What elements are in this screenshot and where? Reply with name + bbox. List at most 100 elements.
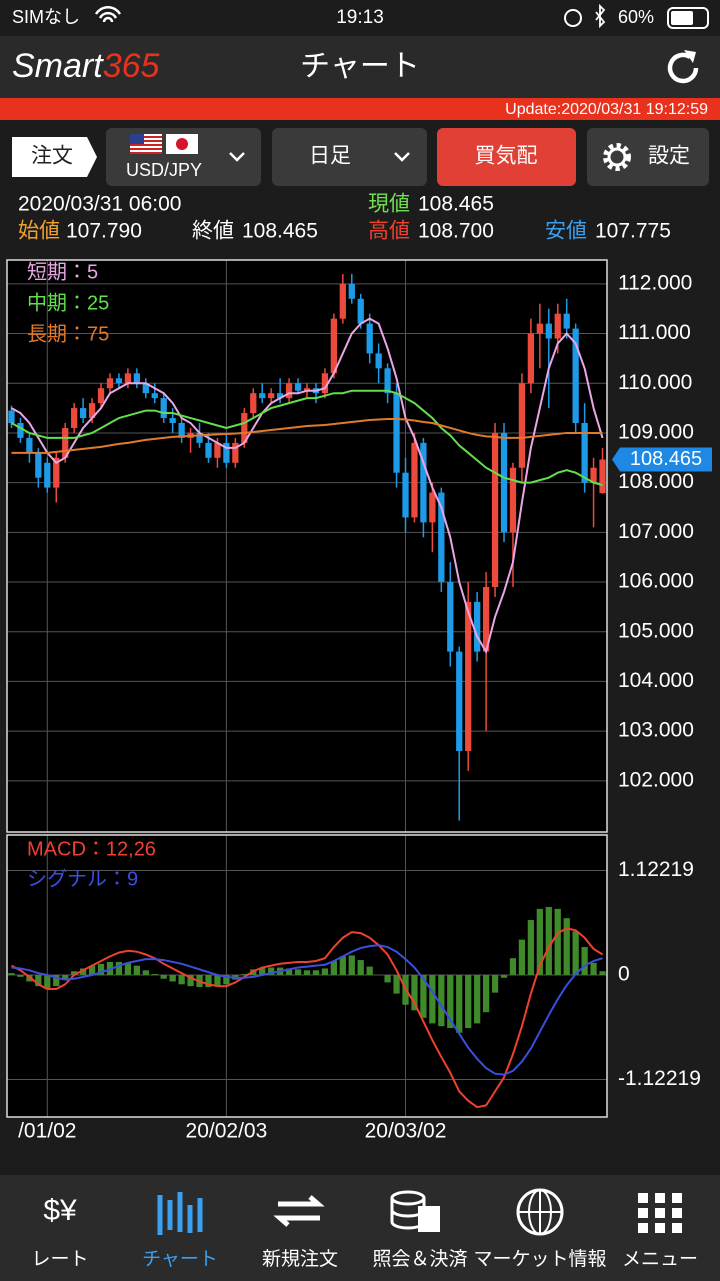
pair-label[interactable]: USD/JPY — [126, 160, 202, 180]
candle-body — [420, 442, 427, 523]
menu-icon[interactable] — [638, 1193, 682, 1233]
candle-body — [536, 323, 543, 334]
tab-label[interactable]: マーケット情報 — [473, 1248, 606, 1270]
y-tick-label: 0 — [618, 963, 630, 986]
candle-body — [115, 378, 123, 384]
histogram-bar — [17, 974, 24, 977]
quote-datetime: 2020/03/31 06:00 — [18, 193, 182, 216]
y-tick-label: 102.000 — [618, 768, 694, 791]
logo-number: 365 — [103, 47, 160, 85]
candle-body — [599, 459, 606, 494]
order-label[interactable]: 注文 — [31, 145, 73, 168]
open-value: 107.790 — [66, 220, 142, 243]
candle-body — [491, 432, 499, 587]
candle-body — [277, 393, 284, 399]
refresh-icon[interactable] — [667, 52, 699, 84]
histogram-bar — [88, 965, 96, 975]
open-label: 始値 — [18, 220, 60, 243]
tab-label[interactable]: 照会＆決済 — [372, 1248, 467, 1270]
histogram-bar — [590, 962, 597, 975]
candle-body — [411, 442, 418, 518]
histogram-bar — [97, 963, 105, 975]
candle-body — [554, 313, 561, 339]
refresh-arrow[interactable] — [684, 50, 696, 63]
moving-average-line — [10, 389, 603, 487]
candle-body — [71, 408, 78, 428]
y-tick-label: -1.12219 — [618, 1067, 701, 1090]
quote-label[interactable]: 買気配 — [475, 145, 538, 168]
histogram-bar — [115, 961, 123, 975]
last-price-tag — [612, 447, 712, 472]
settings-label[interactable]: 設定 — [648, 145, 690, 168]
histogram-bar — [330, 961, 337, 975]
candle-body — [259, 393, 266, 399]
chart-icon[interactable] — [157, 1192, 203, 1235]
period-dropdown[interactable] — [272, 128, 427, 186]
histogram-bar — [187, 974, 194, 987]
settings-button[interactable] — [587, 128, 709, 186]
period-label[interactable]: 日足 — [309, 145, 351, 168]
x-tick-label: 20/03/02 — [365, 1120, 447, 1143]
dropdown-arrow — [394, 152, 410, 162]
order-button[interactable] — [12, 137, 97, 177]
candle-body — [590, 467, 597, 483]
tab-labels: レート チャート 新規注文 照会＆決済 マーケット情報 メニュー — [31, 1248, 698, 1270]
histogram-bar — [312, 970, 320, 975]
logo: Smart365 — [12, 47, 160, 85]
plot — [7, 260, 607, 1117]
tab-bar — [0, 1175, 720, 1281]
gear-ring — [607, 147, 627, 167]
close-value: 108.465 — [242, 220, 318, 243]
battery-fill — [671, 11, 693, 25]
histogram-bar — [124, 962, 132, 975]
candle-body — [196, 432, 203, 443]
y-tick-label: 112.000 — [618, 271, 692, 294]
screen-title: チャート — [300, 50, 420, 83]
candle-body — [384, 368, 391, 394]
tab-label[interactable]: レート — [31, 1249, 88, 1270]
histogram-bar — [518, 939, 526, 975]
candle-body — [509, 467, 517, 533]
candle-body — [17, 423, 24, 438]
tab-label[interactable]: メニュー — [622, 1249, 698, 1270]
inquiry-doc[interactable] — [418, 1206, 440, 1232]
overlay: /01/02 20/02/03 20/03/02 102.000 103.000 104.… — [18, 260, 712, 1143]
low-label: 安値 — [545, 220, 587, 243]
battery-icon — [667, 7, 709, 29]
candle-body — [151, 393, 158, 399]
y-tick-label: 107.000 — [618, 520, 694, 543]
candle-body — [35, 452, 42, 478]
histogram-bar — [79, 968, 87, 975]
order-icon[interactable] — [273, 1195, 325, 1227]
tab-label[interactable]: チャート — [142, 1249, 218, 1270]
histogram-bar — [268, 967, 275, 975]
market-icon-lines[interactable] — [518, 1189, 562, 1236]
candle-body — [26, 437, 33, 453]
histogram-bar — [214, 974, 221, 987]
candle-body — [572, 328, 579, 424]
histogram-bar — [581, 947, 588, 975]
y-tick-label: 110.000 — [618, 371, 692, 394]
dropdown-arrow — [229, 152, 245, 162]
histogram-bar — [151, 974, 158, 975]
tab-icons: $¥ — [43, 1188, 682, 1236]
histogram-bar — [491, 974, 499, 993]
refresh-button[interactable] — [667, 50, 699, 84]
candle-body — [482, 586, 490, 652]
candle-body — [142, 383, 149, 394]
histogram-bar — [563, 918, 570, 975]
y-tick-label: 111.000 — [618, 321, 691, 344]
rate-icon[interactable]: $¥ — [43, 1194, 77, 1227]
moving-average-line — [11, 418, 603, 454]
histogram-bar — [482, 974, 490, 1013]
tab-label[interactable]: 新規注文 — [262, 1248, 338, 1270]
histogram-bar — [241, 974, 248, 975]
quote-button[interactable] — [437, 128, 576, 186]
histogram-bar — [599, 971, 606, 975]
lock-icon — [564, 9, 582, 27]
candle-body — [474, 601, 481, 652]
macd-chart-frame — [6, 834, 608, 1118]
candle-body — [357, 298, 364, 324]
us-flag-canton — [130, 134, 144, 144]
